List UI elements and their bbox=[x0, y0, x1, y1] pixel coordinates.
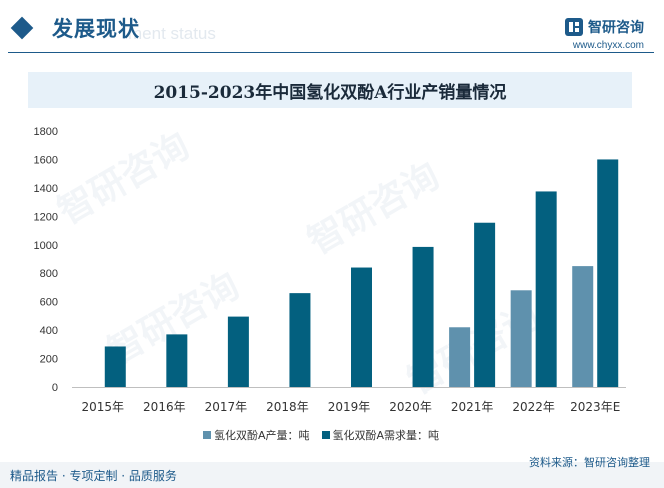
y-tick-label: 200 bbox=[40, 354, 58, 366]
y-tick-label: 1800 bbox=[34, 126, 58, 138]
x-tick-label: 2023年E bbox=[570, 400, 620, 414]
x-tick-label: 2016年 bbox=[143, 400, 186, 414]
legend-swatch-demand bbox=[321, 431, 330, 439]
legend-item-demand: 氢化双酚A需求量：吨 bbox=[321, 427, 440, 443]
y-tick-label: 600 bbox=[40, 297, 58, 309]
x-tick-label: 2017年 bbox=[205, 400, 248, 414]
bar-demand bbox=[351, 267, 372, 387]
legend-swatch-production bbox=[203, 431, 211, 439]
x-tick-label: 2019年 bbox=[328, 400, 371, 414]
bar-production bbox=[572, 266, 594, 387]
bar-demand bbox=[104, 346, 126, 387]
chart-title: 2015-2023年中国氢化双酚A行业产销量情况 bbox=[28, 72, 632, 108]
footer-bar bbox=[0, 462, 664, 488]
y-tick-label: 1000 bbox=[34, 240, 58, 252]
y-tick-label: 1400 bbox=[34, 183, 58, 195]
brand: 智研咨询 bbox=[564, 17, 644, 37]
bar-demand bbox=[412, 246, 434, 387]
bar-production bbox=[510, 290, 532, 387]
x-tick-label: 2020年 bbox=[389, 400, 432, 414]
header-divider bbox=[8, 52, 654, 53]
bar-demand bbox=[289, 293, 311, 387]
bar-demand bbox=[597, 159, 619, 387]
bar-demand bbox=[474, 222, 496, 387]
x-tick-label: 2022年 bbox=[512, 400, 555, 414]
legend-label-production: 氢化双酚A产量：吨 bbox=[214, 429, 310, 442]
y-tick-label: 800 bbox=[40, 268, 58, 280]
x-tick-label: 2018年 bbox=[266, 400, 309, 414]
header-subtitle-watermark: ment status bbox=[128, 24, 216, 43]
bar-demand bbox=[227, 316, 249, 387]
y-tick-label: 1600 bbox=[34, 154, 58, 166]
bar-production bbox=[449, 327, 471, 387]
brand-logo-icon bbox=[565, 18, 583, 36]
y-tick-label: 0 bbox=[52, 382, 58, 394]
y-tick-label: 400 bbox=[40, 325, 58, 337]
legend-label-demand: 氢化双酚A需求量：吨 bbox=[332, 429, 440, 442]
brand-url: www.chyxx.com bbox=[572, 40, 644, 51]
page-title: 发展现状 bbox=[52, 17, 140, 41]
bar-demand bbox=[166, 334, 188, 387]
legend-item-production: 氢化双酚A产量：吨 bbox=[203, 427, 310, 443]
y-tick-label: 1200 bbox=[34, 211, 58, 223]
x-tick-label: 2015年 bbox=[82, 400, 125, 414]
footer-tagline: 精品报告 · 专项定制 · 品质服务 bbox=[10, 469, 177, 483]
brand-name: 智研咨询 bbox=[588, 20, 644, 36]
x-tick-label: 2021年 bbox=[451, 400, 494, 414]
legend: 氢化双酚A产量：吨 氢化双酚A需求量：吨 bbox=[203, 427, 439, 443]
bar-demand bbox=[535, 191, 557, 387]
source-note: 资料来源：智研咨询整理 bbox=[529, 456, 650, 469]
